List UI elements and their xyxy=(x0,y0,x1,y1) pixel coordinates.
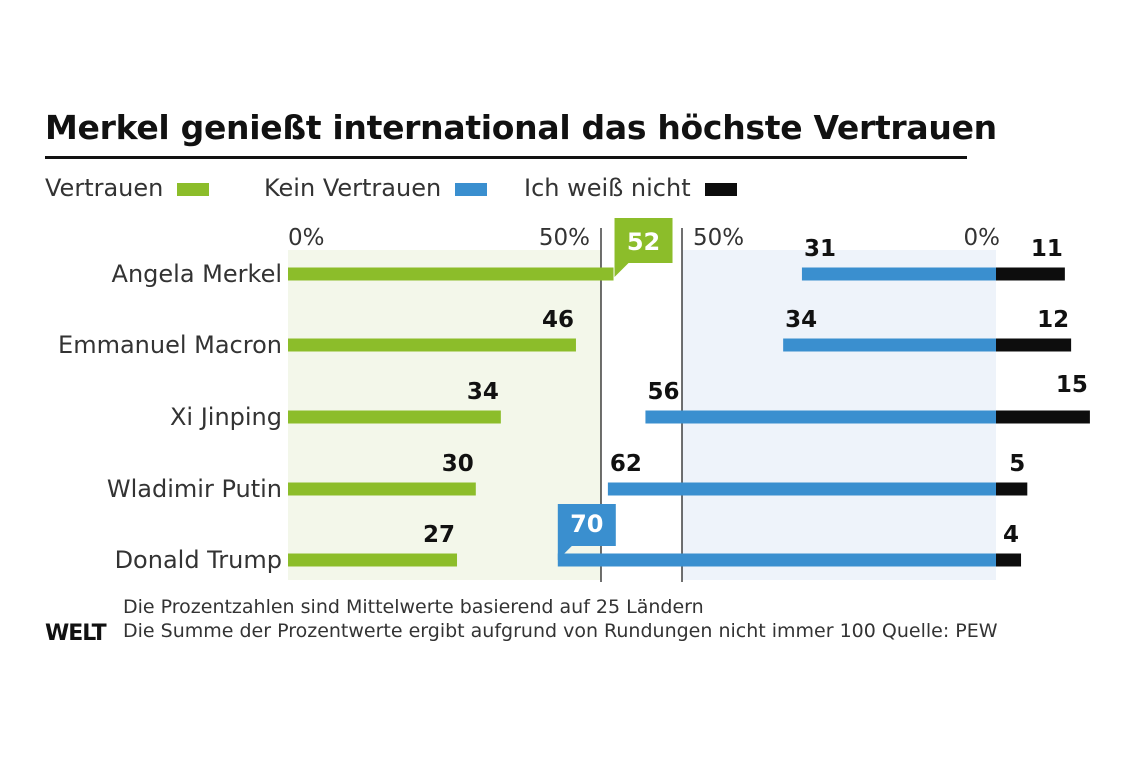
bar-vertrauen-donald-trump xyxy=(288,553,458,567)
callout-kein-vertrauen-donald-trump xyxy=(557,504,616,560)
legend-item-kein-vertrauen: Kein Vertrauen xyxy=(264,174,488,202)
value-label-vertrauen-xi-jinping: 34 xyxy=(467,379,499,405)
bar-vertrauen-xi-jinping xyxy=(288,410,501,424)
bar-kein-vertrauen-donald-trump xyxy=(557,553,996,567)
title-underline xyxy=(45,156,967,159)
welt-logo: WELT xyxy=(45,621,107,646)
bar-vertrauen-wladimir-putin xyxy=(288,482,476,496)
category-label-emmanuel-macron: Emmanuel Macron xyxy=(58,331,282,359)
bars-group: Angela Merkel 52 31 11 Emmanuel Macron 46 34 12… xyxy=(58,218,1090,574)
legend-label-weiss-nicht: Ich weiß nicht xyxy=(524,174,691,202)
value-label-weiss-nicht-angela-merkel: 11 xyxy=(1031,236,1063,262)
axis-label-right-zero: 0% xyxy=(964,225,1001,251)
legend-label-vertrauen: Vertrauen xyxy=(45,174,164,202)
category-label-donald-trump: Donald Trump xyxy=(115,546,282,574)
axis-label-left-zero: 0% xyxy=(288,225,325,251)
bar-weiss-nicht-donald-trump xyxy=(996,553,1022,567)
value-label-vertrauen-wladimir-putin: 30 xyxy=(442,451,474,477)
axis-label-right-fifty: 50% xyxy=(693,225,744,251)
category-label-wladimir-putin: Wladimir Putin xyxy=(107,475,282,503)
axis-label-left-fifty: 50% xyxy=(539,225,590,251)
legend-swatch-weiss-nicht xyxy=(704,182,737,196)
value-label-kein-vertrauen-angela-merkel: 31 xyxy=(804,236,836,262)
callout-vertrauen-angela-merkel xyxy=(614,218,673,277)
legend-swatch-vertrauen xyxy=(177,182,210,196)
legend-item-weiss-nicht: Ich weiß nicht xyxy=(524,174,737,202)
value-label-weiss-nicht-wladimir-putin: 5 xyxy=(1009,451,1025,477)
legend-item-vertrauen: Vertrauen xyxy=(45,174,210,202)
value-label-vertrauen-angela-merkel: 52 xyxy=(627,228,660,256)
bar-weiss-nicht-emmanuel-macron xyxy=(996,338,1072,352)
chart-title: Merkel genießt international das höchste… xyxy=(45,108,997,147)
legend-swatch-kein-vertrauen xyxy=(455,182,488,196)
bar-kein-vertrauen-angela-merkel xyxy=(801,267,996,281)
footnote-1: Die Prozentzahlen sind Mittelwerte basie… xyxy=(123,596,704,618)
legend-label-kein-vertrauen: Kein Vertrauen xyxy=(264,174,442,202)
value-label-kein-vertrauen-donald-trump: 70 xyxy=(570,510,603,538)
bar-kein-vertrauen-wladimir-putin xyxy=(607,482,996,496)
value-label-weiss-nicht-emmanuel-macron: 12 xyxy=(1037,307,1069,333)
bar-vertrauen-emmanuel-macron xyxy=(288,338,576,352)
value-label-vertrauen-donald-trump: 27 xyxy=(423,522,455,548)
bar-weiss-nicht-xi-jinping xyxy=(996,410,1090,424)
value-label-kein-vertrauen-xi-jinping: 56 xyxy=(647,379,679,405)
value-label-weiss-nicht-donald-trump: 4 xyxy=(1003,522,1019,548)
bar-weiss-nicht-angela-merkel xyxy=(996,267,1065,281)
bar-vertrauen-angela-merkel xyxy=(288,267,614,281)
bar-kein-vertrauen-emmanuel-macron xyxy=(783,338,996,352)
value-label-kein-vertrauen-emmanuel-macron: 34 xyxy=(785,307,817,333)
value-label-weiss-nicht-xi-jinping: 15 xyxy=(1056,372,1088,398)
category-label-angela-merkel: Angela Merkel xyxy=(112,260,282,288)
legend: Vertrauen Kein Vertrauen Ich weiß nicht xyxy=(45,174,945,206)
footnote-2: Die Summe der Prozentwerte ergibt aufgru… xyxy=(123,620,998,642)
value-label-vertrauen-emmanuel-macron: 46 xyxy=(542,307,574,333)
category-label-xi-jinping: Xi Jinping xyxy=(170,403,282,431)
bar-kein-vertrauen-xi-jinping xyxy=(645,410,996,424)
value-label-kein-vertrauen-wladimir-putin: 62 xyxy=(610,451,642,477)
bar-weiss-nicht-wladimir-putin xyxy=(996,482,1028,496)
